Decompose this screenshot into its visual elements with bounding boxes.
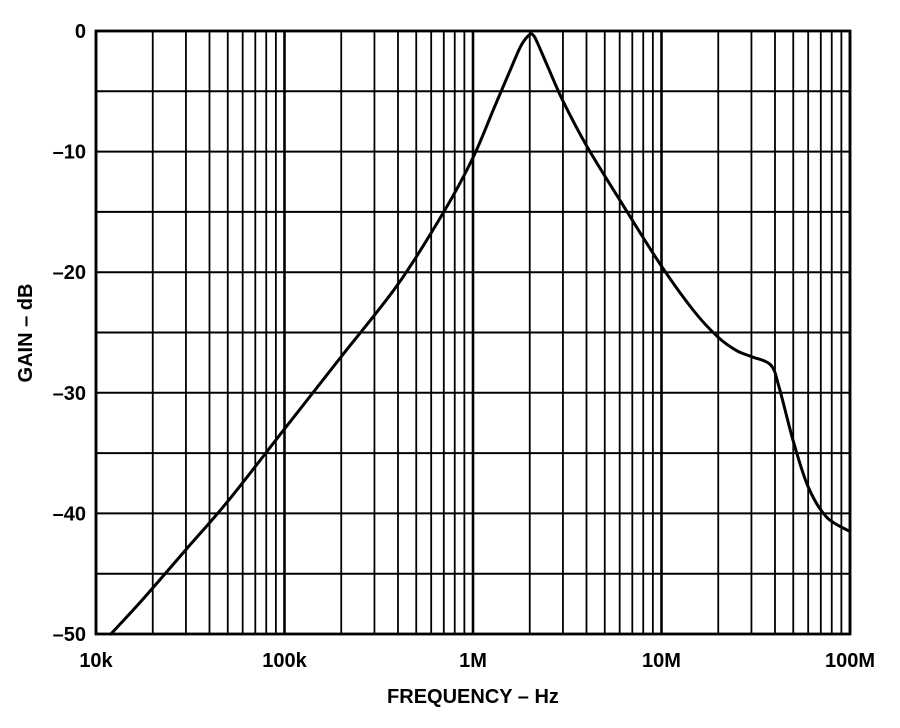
y-tick-labels: 0 –10 –20 –30 –40 –50: [53, 21, 86, 646]
y-tick-label: –50: [53, 624, 86, 646]
x-tick-labels: 10k 100k 1M 10M 100M: [79, 650, 875, 672]
series-layer: [109, 32, 852, 636]
x-axis-title: FREQUENCY – Hz: [387, 686, 559, 708]
x-tick-label: 10k: [79, 650, 113, 672]
grid: [94, 30, 852, 635]
x-tick-label: 10M: [642, 650, 681, 672]
plot-border: [94, 29, 852, 636]
x-tick-label: 100M: [825, 650, 875, 672]
y-tick-label: –30: [53, 383, 86, 405]
y-tick-label: –20: [53, 262, 86, 284]
series-line-0: [109, 32, 852, 636]
x-tick-label: 100k: [262, 650, 307, 672]
x-tick-label: 1M: [459, 650, 487, 672]
y-tick-label: 0: [75, 21, 86, 43]
plot-frame: [94, 29, 852, 636]
y-tick-label: –10: [53, 142, 86, 164]
y-axis-title: GAIN – dB: [15, 284, 37, 383]
y-tick-label: –40: [53, 503, 86, 525]
